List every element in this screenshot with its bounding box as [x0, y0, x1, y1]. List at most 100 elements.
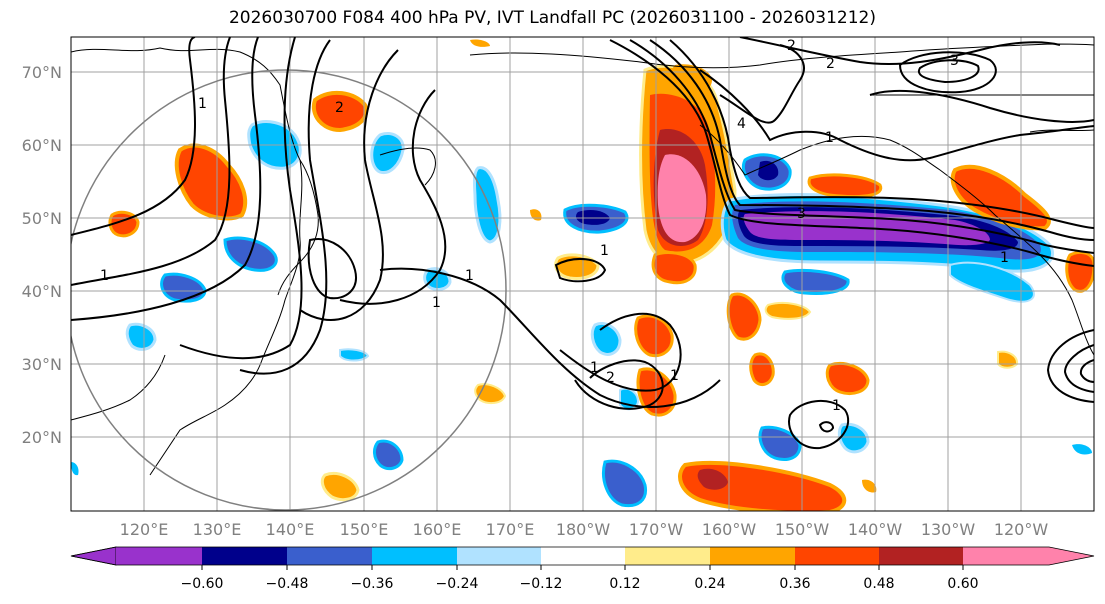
pv-negative-region — [590, 322, 622, 356]
pv-negative-region — [71, 462, 79, 476]
lon-label: 150°E — [340, 520, 389, 539]
ivt-contour — [71, 37, 196, 236]
ivt-contour — [574, 359, 664, 410]
ivt-contour — [1046, 329, 1094, 403]
contour-label: 1 — [825, 130, 834, 146]
lon-label: 140°E — [266, 520, 315, 539]
colorbar-swatch — [372, 547, 457, 565]
colorbar-tick-label: −0.48 — [266, 576, 309, 592]
ivt-contour — [869, 89, 1094, 123]
lat-label: 70°N — [22, 63, 62, 82]
ivt-contour — [299, 49, 399, 321]
contour-labels: 2 2 3 2 4 1 1 1 1 1 1 1 2 1 1 3 1 — [100, 38, 1009, 414]
pv-negative-region — [125, 322, 157, 351]
lon-label: 180°W — [556, 520, 611, 539]
colorbar-tick-label: −0.12 — [520, 576, 563, 592]
colorbar-tick-label: −0.24 — [436, 576, 479, 592]
ivt-contour — [71, 37, 231, 286]
contour-label: 1 — [600, 243, 609, 259]
landfall-circle — [71, 69, 507, 511]
lon-label: 120°E — [120, 520, 169, 539]
pv-negative-region — [373, 439, 404, 471]
ivt-contour — [339, 89, 447, 305]
pv-positive-region — [636, 367, 677, 417]
ivt-contour — [239, 39, 331, 375]
lon-label: 170°W — [629, 520, 684, 539]
pv-negative-region — [837, 422, 870, 454]
pv-positive-region — [320, 472, 360, 502]
contour-label: 2 — [826, 56, 835, 72]
colorbar-swatch — [287, 547, 372, 565]
pv-positive-region — [657, 154, 707, 243]
map-frame — [70, 36, 1095, 512]
colorbar-tick-label: 0.60 — [947, 576, 978, 592]
lon-label: 160°E — [413, 520, 462, 539]
lon-label: 130°W — [921, 520, 976, 539]
lon-label: 120°W — [994, 520, 1049, 539]
ivt-contour — [179, 37, 303, 360]
ivt-contour — [559, 312, 682, 392]
lon-label: 130°E — [193, 520, 242, 539]
colorbar-swatch — [541, 547, 625, 565]
colorbar-swatch — [202, 547, 287, 565]
ivt-contour — [898, 51, 997, 94]
colorbar-swatch — [879, 547, 963, 565]
coastlines — [71, 43, 1094, 476]
colorbar-swatch — [795, 547, 879, 565]
ivt-contour — [307, 238, 357, 300]
contour-label: 2 — [335, 100, 344, 116]
pv-positive-region — [634, 314, 674, 358]
pv-negative-region — [758, 160, 779, 181]
lon-label: 150°W — [775, 520, 830, 539]
lat-label: 60°N — [22, 136, 62, 155]
map-title: 2026030700 F084 400 hPa PV, IVT Landfall… — [228, 8, 876, 28]
contour-label: 1 — [465, 268, 474, 284]
colorbar-tick-label: 0.12 — [609, 576, 640, 592]
ivt-contour — [739, 37, 1061, 66]
ivt-contour — [649, 39, 1094, 241]
colorbar-tick-label: 0.36 — [779, 576, 810, 592]
colorbar-tick-label: −0.36 — [351, 576, 394, 592]
lon-label: 160°W — [702, 520, 757, 539]
contour-label: 3 — [950, 53, 959, 69]
colorbar: −0.60 −0.48 −0.36 −0.24 −0.12 0.12 0.24 … — [70, 546, 1095, 592]
pv-negative-region — [1072, 444, 1092, 455]
pv-negative-region — [758, 425, 802, 461]
pv-positive-region — [697, 468, 728, 490]
colorbar-swatch — [457, 547, 541, 565]
colorbar-tick-label: 0.48 — [863, 576, 894, 592]
pv-negative-region — [160, 272, 207, 303]
contour-label: 1 — [1000, 250, 1009, 266]
pv-negative-region — [339, 348, 370, 362]
contour-label: 2 — [606, 370, 615, 386]
contour-label: 1 — [198, 96, 207, 112]
pv-positive-region — [749, 352, 775, 387]
ivt-contour — [71, 37, 262, 321]
pv-positive-region — [825, 362, 870, 395]
colorbar-extend-high — [963, 547, 1094, 565]
ivt-contour — [719, 44, 805, 124]
lat-label: 40°N — [22, 282, 62, 301]
pv-negative-region — [949, 261, 1035, 303]
contour-label: 2 — [787, 38, 796, 54]
ivt-contour — [629, 39, 1094, 254]
ivt-contour — [818, 421, 835, 433]
pv-positive-region — [470, 39, 490, 47]
lat-label: 20°N — [22, 428, 62, 447]
ivt-contour — [788, 399, 850, 450]
lon-label: 170°E — [486, 520, 535, 539]
contour-label: 1 — [432, 295, 441, 311]
ivt-contour — [1079, 359, 1094, 383]
colorbar-outline — [70, 546, 1095, 566]
pv-positive-region — [862, 479, 877, 493]
pv-negative-region — [576, 210, 610, 225]
contour-label: 4 — [737, 116, 746, 132]
ivt-contour — [699, 69, 1094, 162]
colorbar-swatch — [625, 547, 710, 565]
contour-label: 3 — [797, 206, 806, 222]
pv-positive-region — [651, 251, 697, 285]
lat-label: 30°N — [22, 355, 62, 374]
ivt-contour — [379, 267, 721, 408]
colorbar-extend-low — [70, 546, 117, 566]
